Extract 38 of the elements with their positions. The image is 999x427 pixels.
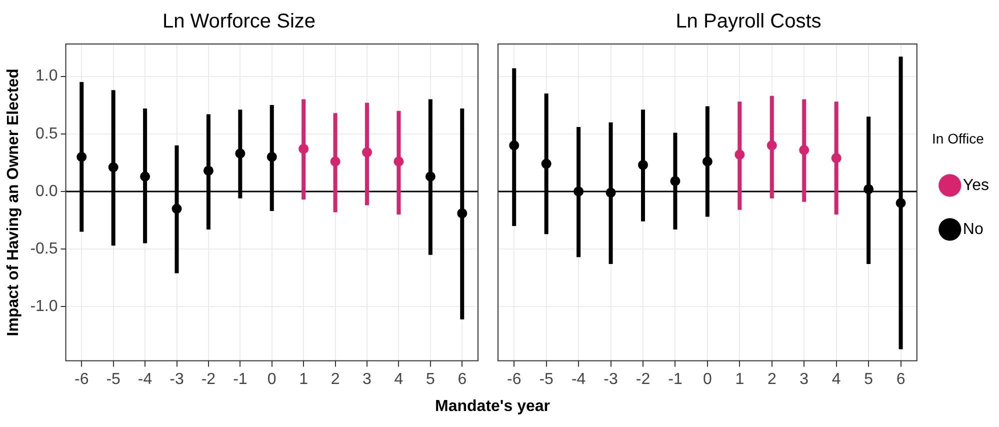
x-tick-label: 0 xyxy=(702,370,712,388)
x-axis-title: Mandate's year xyxy=(434,398,551,416)
y-axis-title: Impact of Having an Owner Elected xyxy=(5,68,22,336)
x-tick-label: 2 xyxy=(767,370,776,388)
x-tick-label: 1 xyxy=(735,370,744,388)
x-tick-label: -2 xyxy=(201,370,216,388)
x-tick-label: -5 xyxy=(539,370,554,388)
legend-label: Yes xyxy=(962,176,990,194)
x-tick-label: 3 xyxy=(362,370,372,388)
x-tick-label: -5 xyxy=(106,370,121,388)
legend-title: In Office xyxy=(932,130,984,146)
x-tick-label: -6 xyxy=(506,370,522,388)
y-tick-label: 1.0 xyxy=(36,68,58,85)
y-tick-label: 0.0 xyxy=(36,182,58,200)
legend-label: No xyxy=(962,220,984,238)
x-tick-label: 5 xyxy=(864,370,874,388)
chart-title: Ln Worforce Size xyxy=(162,10,316,33)
x-tick-label: 4 xyxy=(832,370,841,388)
x-tick-label: 5 xyxy=(426,370,435,388)
x-tick-label: -3 xyxy=(604,370,618,388)
x-tick-label: -3 xyxy=(170,370,184,388)
x-tick-label: 6 xyxy=(896,370,906,388)
y-tick-label: -0.5 xyxy=(30,240,58,258)
x-tick-label: 4 xyxy=(394,370,404,388)
x-tick-label: -2 xyxy=(636,370,650,388)
x-tick-label: 6 xyxy=(458,370,467,388)
x-tick-label: 2 xyxy=(330,370,340,388)
x-tick-label: -1 xyxy=(668,370,682,388)
x-tick-label: 1 xyxy=(299,370,308,388)
x-tick-label: -4 xyxy=(571,370,586,388)
x-tick-label: -6 xyxy=(74,370,89,388)
x-tick-label: -1 xyxy=(233,370,248,388)
x-tick-label: 0 xyxy=(267,370,276,388)
y-tick-label: -1.0 xyxy=(30,298,58,316)
x-tick-label: -4 xyxy=(138,370,152,388)
y-tick-label: 0.5 xyxy=(36,125,58,142)
chart-title: Ln Payroll Costs xyxy=(676,10,822,33)
x-tick-label: 3 xyxy=(800,370,809,388)
